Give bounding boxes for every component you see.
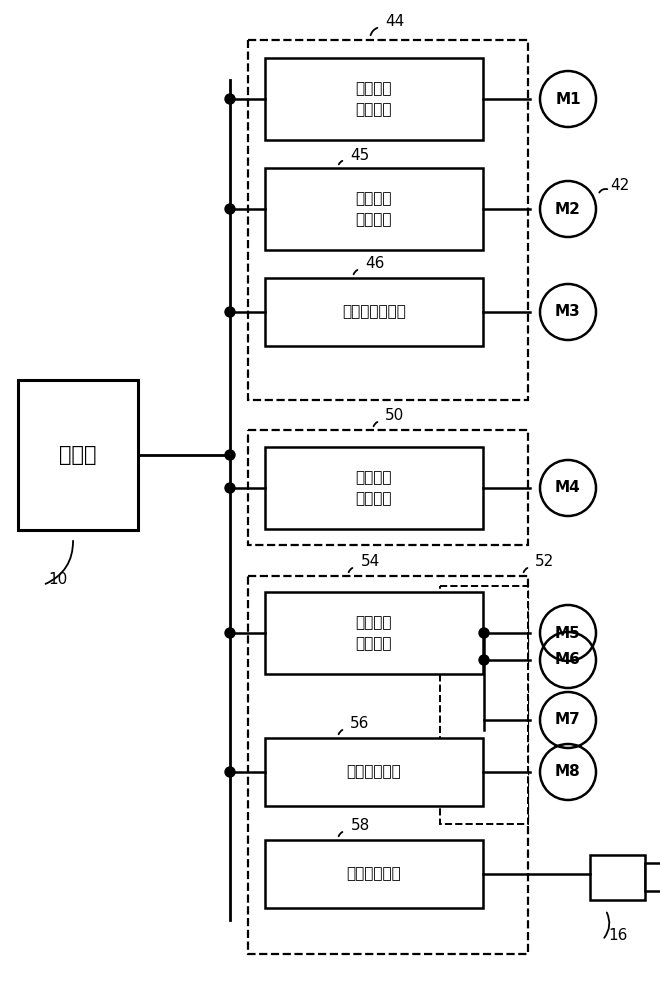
- Circle shape: [479, 628, 489, 638]
- Circle shape: [225, 450, 235, 460]
- Text: 摄像机驱动器: 摄像机驱动器: [346, 866, 401, 882]
- Text: M8: M8: [555, 764, 581, 780]
- Text: 54: 54: [360, 554, 379, 570]
- Text: 裁断头行
走驱动器: 裁断头行 走驱动器: [356, 615, 392, 651]
- Text: 基辎卷绕驱动器: 基辎卷绕驱动器: [342, 304, 406, 320]
- Text: M3: M3: [555, 304, 581, 320]
- Text: 16: 16: [608, 928, 627, 942]
- Text: 44: 44: [385, 14, 405, 29]
- Text: 50: 50: [385, 408, 405, 424]
- Bar: [590, 855, 645, 900]
- Text: 46: 46: [366, 256, 385, 271]
- Text: M5: M5: [555, 626, 581, 641]
- Text: M2: M2: [555, 202, 581, 217]
- Text: M1: M1: [555, 92, 581, 106]
- Text: 10: 10: [48, 572, 67, 587]
- Bar: [265, 840, 483, 908]
- Text: 裁断刃驱动器: 裁断刃驱动器: [346, 764, 401, 780]
- Bar: [248, 430, 528, 545]
- Bar: [248, 576, 528, 954]
- Bar: [265, 278, 483, 346]
- Text: 伸长辎行
走驱动器: 伸长辎行 走驱动器: [356, 81, 392, 117]
- Bar: [18, 380, 138, 530]
- Circle shape: [479, 655, 489, 665]
- Bar: [440, 586, 528, 824]
- Circle shape: [225, 767, 235, 777]
- Text: 56: 56: [350, 716, 370, 732]
- Text: 42: 42: [610, 178, 630, 192]
- Bar: [265, 447, 483, 529]
- Text: 控制器: 控制器: [59, 445, 97, 465]
- Text: M4: M4: [555, 481, 581, 495]
- Bar: [645, 863, 660, 891]
- Text: 45: 45: [350, 147, 370, 162]
- Text: 52: 52: [535, 554, 554, 570]
- Circle shape: [225, 628, 235, 638]
- Text: 裁断输送
机驱动器: 裁断输送 机驱动器: [356, 470, 392, 506]
- Bar: [265, 168, 483, 250]
- Bar: [248, 40, 528, 400]
- Circle shape: [225, 307, 235, 317]
- Circle shape: [225, 94, 235, 104]
- Circle shape: [225, 204, 235, 214]
- Text: M7: M7: [555, 712, 581, 728]
- Bar: [265, 592, 483, 674]
- Text: 58: 58: [350, 818, 370, 834]
- Text: 伸长辎卷
绕驱动器: 伸长辎卷 绕驱动器: [356, 191, 392, 227]
- Text: M6: M6: [555, 652, 581, 668]
- Bar: [265, 738, 483, 806]
- Bar: [265, 58, 483, 140]
- Circle shape: [225, 483, 235, 493]
